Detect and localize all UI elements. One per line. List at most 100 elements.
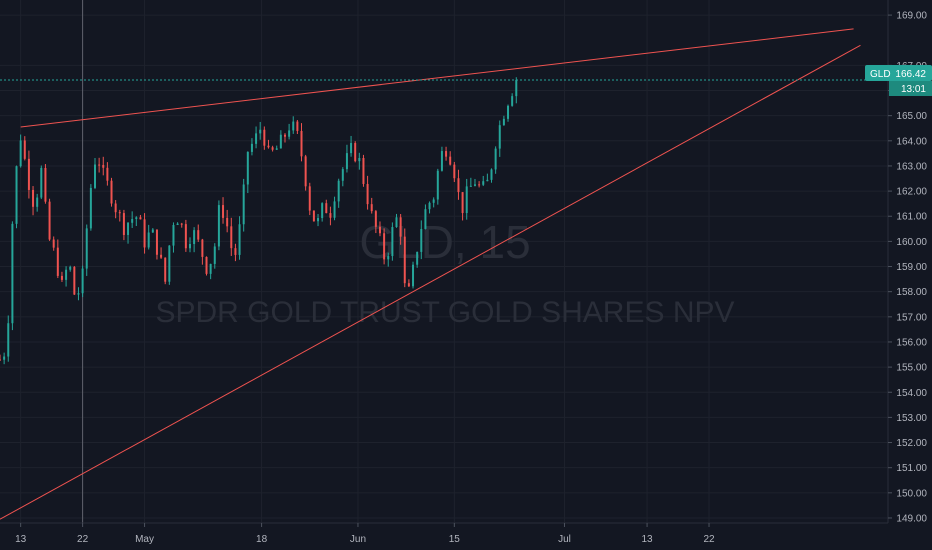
candle-body[interactable]: [300, 130, 303, 157]
candle-body[interactable]: [498, 125, 501, 149]
candle-body[interactable]: [160, 254, 163, 258]
candle-body[interactable]: [7, 323, 10, 357]
candle-body[interactable]: [201, 239, 204, 257]
candle-body[interactable]: [416, 251, 419, 265]
candle-body[interactable]: [403, 236, 406, 284]
candle-body[interactable]: [399, 217, 402, 237]
candle-body[interactable]: [77, 293, 80, 295]
candle-body[interactable]: [263, 129, 266, 146]
candle-body[interactable]: [329, 213, 332, 218]
candle-body[interactable]: [511, 96, 514, 106]
candle-body[interactable]: [374, 211, 377, 227]
candles[interactable]: [0, 77, 518, 365]
candle-body[interactable]: [246, 151, 249, 185]
candle-body[interactable]: [337, 180, 340, 202]
candle-body[interactable]: [32, 189, 35, 207]
time-axis[interactable]: 13 22 May 18 Jun 15 Jul 13 22: [15, 523, 715, 545]
candle-body[interactable]: [432, 199, 435, 203]
candle-body[interactable]: [93, 164, 96, 188]
candle-body[interactable]: [48, 201, 51, 240]
candle-body[interactable]: [176, 223, 179, 226]
candle-body[interactable]: [366, 183, 369, 205]
candle-body[interactable]: [440, 151, 443, 171]
candle-body[interactable]: [184, 224, 187, 249]
trendlines[interactable]: [0, 28, 861, 520]
candle-body[interactable]: [168, 245, 171, 282]
candle-body[interactable]: [188, 244, 191, 249]
candle-body[interactable]: [507, 105, 510, 119]
candle-body[interactable]: [436, 170, 439, 200]
candle-body[interactable]: [341, 169, 344, 181]
trendline-upper[interactable]: [20, 28, 854, 128]
candle-body[interactable]: [118, 212, 121, 214]
candle-body[interactable]: [317, 218, 320, 222]
candle-body[interactable]: [304, 156, 307, 187]
candle-body[interactable]: [242, 184, 245, 225]
candle-body[interactable]: [482, 181, 485, 185]
candle-body[interactable]: [73, 266, 76, 295]
candle-body[interactable]: [308, 186, 311, 211]
candle-body[interactable]: [473, 184, 476, 186]
candle-body[interactable]: [250, 143, 253, 152]
candle-body[interactable]: [139, 217, 142, 220]
candle-body[interactable]: [222, 205, 225, 218]
candle-body[interactable]: [486, 179, 489, 182]
candle-body[interactable]: [135, 217, 138, 220]
candle-body[interactable]: [205, 256, 208, 274]
candle-body[interactable]: [283, 134, 286, 137]
candle-body[interactable]: [60, 275, 63, 280]
candle-body[interactable]: [325, 203, 328, 214]
candle-body[interactable]: [362, 157, 365, 184]
candle-body[interactable]: [36, 197, 39, 207]
candle-body[interactable]: [23, 140, 26, 159]
candle-body[interactable]: [288, 130, 291, 137]
candle-body[interactable]: [333, 201, 336, 218]
candle-body[interactable]: [98, 164, 101, 166]
candle-body[interactable]: [378, 226, 381, 234]
candle-body[interactable]: [469, 185, 472, 187]
candle-body[interactable]: [271, 147, 274, 150]
candle-body[interactable]: [255, 133, 258, 144]
candle-body[interactable]: [209, 263, 212, 274]
candle-body[interactable]: [478, 184, 481, 186]
candle-body[interactable]: [279, 134, 282, 149]
candle-body[interactable]: [180, 223, 183, 225]
candle-body[interactable]: [89, 187, 92, 229]
last-price-badge[interactable]: GLD 166.42: [865, 65, 932, 81]
candle-body[interactable]: [457, 178, 460, 193]
candle-body[interactable]: [267, 145, 270, 148]
candle-body[interactable]: [106, 167, 109, 181]
candle-body[interactable]: [143, 219, 146, 248]
candle-body[interactable]: [44, 167, 47, 202]
candle-body[interactable]: [172, 225, 175, 246]
price-axis[interactable]: 149.00 150.00 151.00 152.00 153.00 154.00 155.…: [888, 11, 927, 525]
candle-body[interactable]: [27, 158, 30, 190]
candle-body[interactable]: [197, 230, 200, 240]
candle-body[interactable]: [69, 266, 72, 270]
candle-body[interactable]: [350, 143, 353, 154]
candle-body[interactable]: [131, 219, 134, 223]
candle-body[interactable]: [230, 226, 233, 249]
candle-body[interactable]: [193, 230, 196, 245]
candle-body[interactable]: [449, 156, 452, 165]
candle-body[interactable]: [387, 256, 390, 260]
candle-body[interactable]: [155, 229, 158, 255]
candle-body[interactable]: [259, 129, 262, 134]
candle-body[interactable]: [494, 148, 497, 170]
candle-body[interactable]: [354, 143, 357, 162]
candle-body[interactable]: [395, 217, 398, 228]
candle-body[interactable]: [296, 121, 299, 131]
candle-body[interactable]: [102, 164, 105, 168]
candle-body[interactable]: [164, 257, 167, 282]
candle-body[interactable]: [358, 157, 361, 162]
candle-body[interactable]: [217, 205, 220, 247]
candle-body[interactable]: [85, 228, 88, 269]
candle-body[interactable]: [0, 359, 1, 361]
candle-body[interactable]: [110, 180, 113, 204]
candle-body[interactable]: [383, 233, 386, 260]
candle-body[interactable]: [65, 269, 68, 280]
candle-body[interactable]: [56, 247, 59, 276]
candle-body[interactable]: [490, 169, 493, 180]
candle-body[interactable]: [122, 213, 125, 235]
